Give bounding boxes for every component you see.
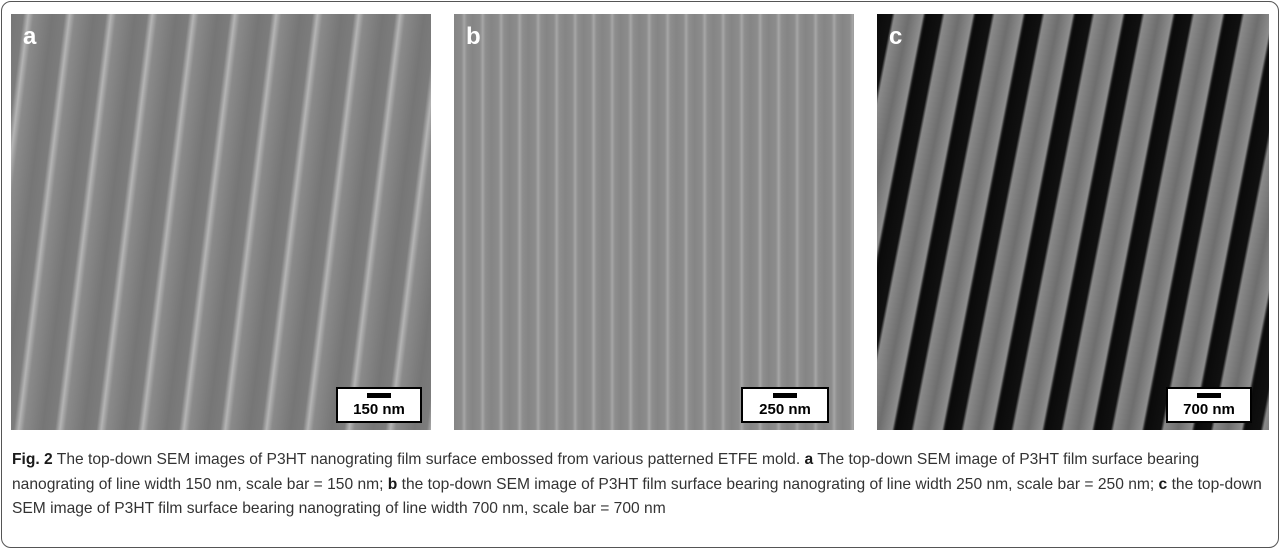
scale-bar-label: 700 nm: [1183, 401, 1235, 418]
part-text: the top-down SEM image of P3HT film surf…: [12, 475, 1262, 518]
caption-title: The top-down SEM images of P3HT nanograt…: [56, 451, 801, 468]
sem-image: c 700 nm: [877, 14, 1269, 430]
part-text: the top-down SEM image of P3HT film surf…: [401, 475, 1155, 493]
panel-c: c 700 nm: [877, 14, 1269, 430]
part-label: c: [1158, 475, 1168, 493]
panel-label: c: [889, 23, 902, 50]
scale-bar-label: 150 nm: [353, 401, 405, 418]
sem-image: a 150 nm: [11, 14, 431, 430]
panel-label: a: [23, 23, 37, 50]
panel-a: a 150 nm: [11, 14, 431, 430]
caption: Fig. 2 The top-down SEM images of P3HT n…: [12, 448, 1274, 522]
scale-bar-label: 250 nm: [759, 401, 811, 418]
part-label: b: [387, 475, 398, 493]
figure-label: Fig. 2: [12, 451, 53, 468]
sem-image: b 250 nm: [454, 14, 854, 430]
part-text: The top-down SEM image of P3HT film surf…: [12, 451, 1200, 493]
panel-label: b: [466, 23, 481, 50]
panel-b: b 250 nm: [454, 14, 854, 430]
part-label: a: [804, 451, 814, 468]
